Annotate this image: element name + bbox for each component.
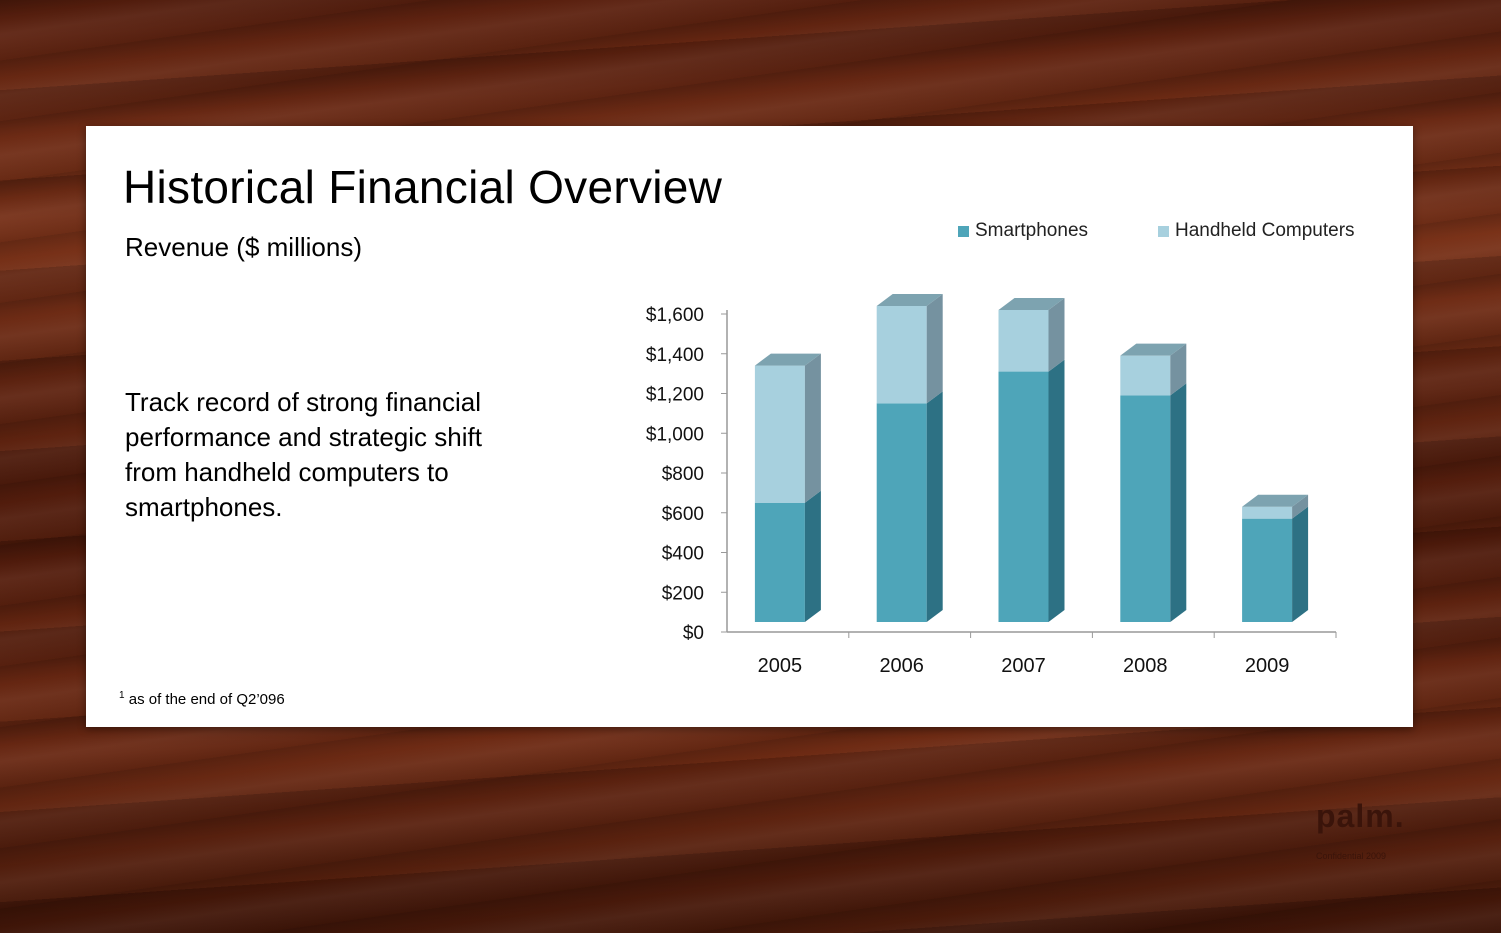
bar-smartphones-2008-side xyxy=(1170,383,1187,622)
bar-handheld-2005 xyxy=(754,365,805,503)
bar-handheld-2006 xyxy=(876,305,927,404)
y-tick-label: $0 xyxy=(683,623,704,644)
bar-handheld-2009 xyxy=(1242,506,1293,519)
y-tick-label: $800 xyxy=(662,464,704,485)
legend-label-handheld: Handheld Computers xyxy=(1175,220,1355,241)
slide-body-text: Track record of strong financial perform… xyxy=(125,387,482,522)
slide-card: Historical Financial Overview Revenue ($… xyxy=(86,126,1413,727)
bar-handheld-2008-side xyxy=(1170,343,1187,396)
bar-top-2006 xyxy=(876,293,943,306)
y-tick-label: $1,400 xyxy=(646,345,704,366)
bar-smartphones-2007 xyxy=(998,371,1049,622)
bar-handheld-2007-side xyxy=(1048,297,1065,372)
bar-handheld-2006-side xyxy=(926,293,943,404)
palm-logo: palm. xyxy=(1316,798,1405,834)
x-tick-label: 2005 xyxy=(758,655,803,677)
legend-swatch-handheld xyxy=(1158,225,1169,237)
legend-swatch-smartphones xyxy=(958,225,969,237)
y-tick-label: $1,000 xyxy=(646,424,704,445)
bar-top-2009 xyxy=(1242,494,1309,507)
bar-top-2005 xyxy=(754,353,821,366)
bar-handheld-2007 xyxy=(998,309,1049,372)
y-tick-label: $1,600 xyxy=(646,305,704,326)
x-tick-label: 2007 xyxy=(1001,655,1046,677)
bar-handheld-2005-side xyxy=(804,353,821,503)
bar-smartphones-2006-side xyxy=(926,391,943,622)
y-tick-label: $400 xyxy=(662,544,704,565)
slide-subtitle: Revenue ($ millions) xyxy=(125,232,362,262)
bar-smartphones-2005-side xyxy=(804,490,821,622)
bar-handheld-2009-side xyxy=(1292,494,1309,519)
bar-smartphones-2006 xyxy=(876,403,927,622)
x-tick-label: 2009 xyxy=(1245,655,1290,677)
footnote-marker: 1 xyxy=(119,690,125,701)
x-tick-label: 2006 xyxy=(879,655,924,677)
footnote: 1 as of the end of Q2’096 xyxy=(119,690,285,708)
y-tick-label: $1,200 xyxy=(646,385,704,406)
confidential-label: Confidential 2009 xyxy=(1316,851,1387,861)
y-tick-label: $600 xyxy=(662,504,704,525)
slide-title: Historical Financial Overview xyxy=(123,161,723,213)
bar-top-2008 xyxy=(1120,343,1187,356)
legend-item-smartphones: Smartphones xyxy=(958,220,1088,242)
legend-item-handheld: Handheld Computers xyxy=(1158,220,1355,242)
bar-top-2007 xyxy=(998,297,1065,310)
x-tick-label: 2008 xyxy=(1123,655,1168,677)
legend-label-smartphones: Smartphones xyxy=(975,220,1089,241)
bar-smartphones-2007-side xyxy=(1048,359,1065,622)
bar-handheld-2008 xyxy=(1120,355,1171,396)
bar-smartphones-2008 xyxy=(1120,395,1171,622)
y-tick-label: $200 xyxy=(662,583,704,604)
bar-smartphones-2005 xyxy=(754,502,805,622)
bar-smartphones-2009-side xyxy=(1292,506,1309,622)
bar-smartphones-2009 xyxy=(1242,518,1293,622)
revenue-bar-chart: $0 $200 $400 $600 $800 $1,000 $1,200 $1,400 $1,6… xyxy=(646,293,1337,677)
footnote-text: as of the end of Q2’096 xyxy=(128,691,285,708)
